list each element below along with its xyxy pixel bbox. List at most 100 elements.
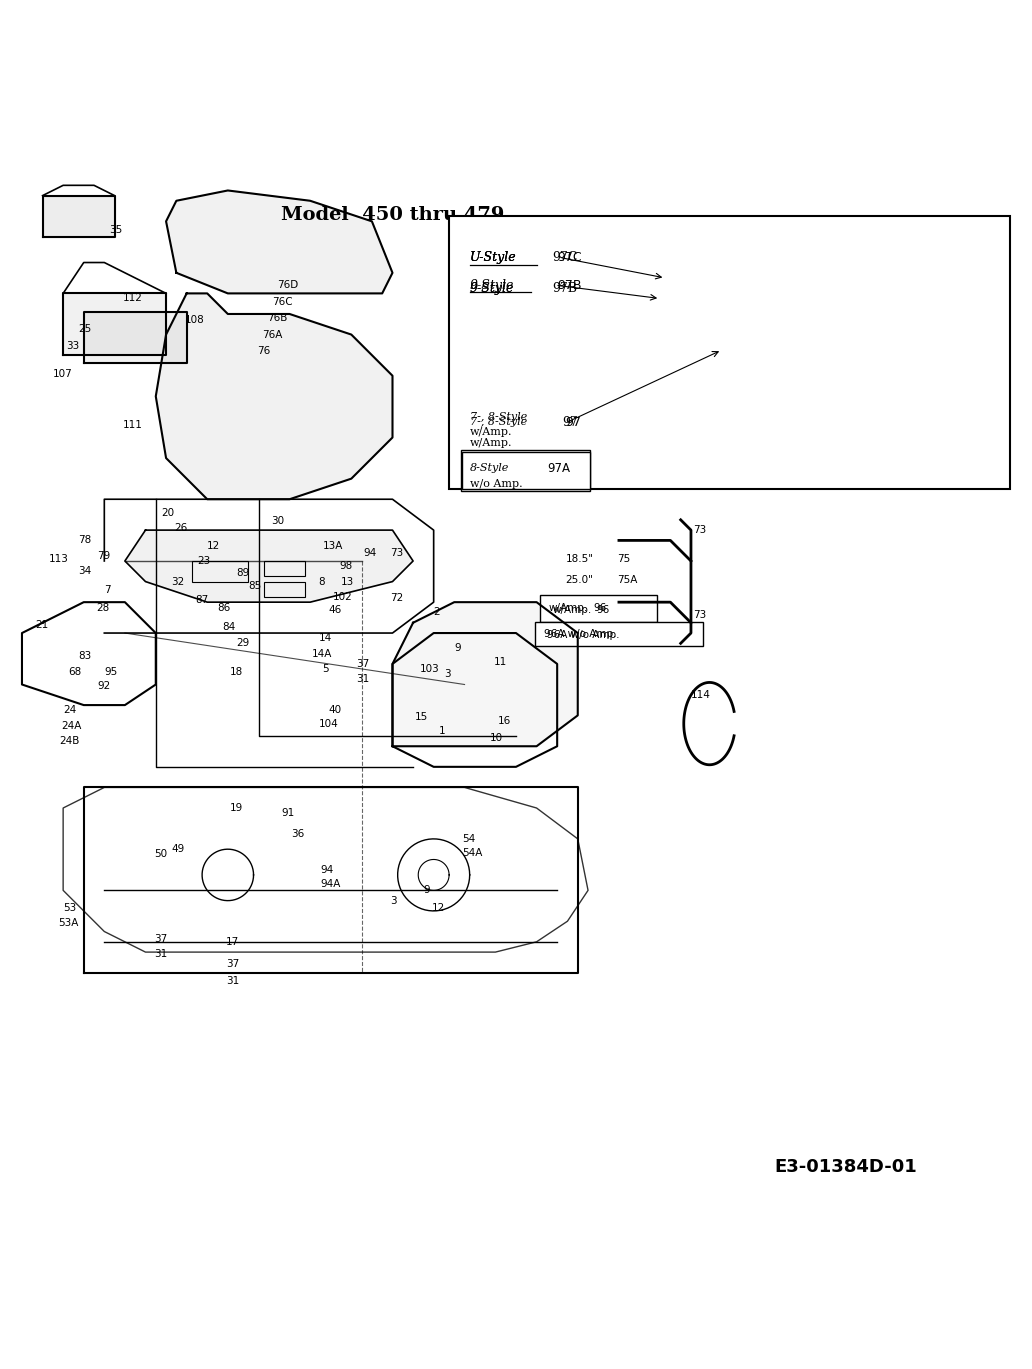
Polygon shape — [125, 530, 413, 602]
Text: w/Amp.: w/Amp. — [470, 438, 512, 448]
Text: 29: 29 — [236, 638, 250, 649]
Text: w/o Amp.: w/o Amp. — [470, 479, 522, 489]
Text: 24: 24 — [63, 705, 76, 715]
FancyBboxPatch shape — [462, 452, 590, 489]
Text: 97B: 97B — [557, 279, 582, 292]
Text: w/Amp.: w/Amp. — [549, 604, 588, 613]
Text: 97A: 97A — [542, 461, 567, 475]
Text: 9: 9 — [454, 643, 461, 653]
Text: 9-Style: 9-Style — [470, 282, 514, 294]
Text: 30: 30 — [271, 516, 284, 526]
Text: 97C: 97C — [552, 251, 577, 264]
Text: 97A: 97A — [547, 461, 570, 475]
Text: U-Style: U-Style — [470, 251, 516, 264]
Text: 25.0": 25.0" — [566, 575, 593, 585]
Text: 49: 49 — [171, 845, 185, 854]
Text: 9-Style: 9-Style — [470, 279, 514, 292]
Text: 76A: 76A — [262, 330, 282, 340]
Polygon shape — [42, 196, 115, 237]
Text: 112: 112 — [123, 293, 142, 303]
Text: 96: 96 — [596, 605, 610, 616]
Text: w/Amp.: w/Amp. — [553, 605, 592, 616]
Text: 13A: 13A — [323, 541, 343, 550]
Text: 84: 84 — [223, 622, 236, 632]
Text: 36: 36 — [292, 828, 304, 839]
Polygon shape — [166, 190, 392, 293]
Text: 14A: 14A — [313, 649, 332, 658]
Text: 25: 25 — [78, 324, 92, 334]
Text: 7-, 8-Style: 7-, 8-Style — [470, 412, 527, 422]
Text: 96A w/o Amp.: 96A w/o Amp. — [544, 630, 616, 639]
Text: 24B: 24B — [59, 737, 79, 746]
Text: 111: 111 — [123, 420, 142, 430]
Text: 28: 28 — [96, 604, 109, 613]
Text: 10: 10 — [490, 732, 504, 743]
Text: 96A w/o Amp.: 96A w/o Amp. — [547, 630, 619, 641]
Text: 73: 73 — [390, 548, 404, 557]
Text: 107: 107 — [53, 368, 72, 379]
Text: 76: 76 — [257, 346, 270, 356]
Text: 97C: 97C — [557, 251, 582, 264]
Text: 50: 50 — [154, 849, 167, 860]
Text: 24A: 24A — [61, 720, 82, 731]
Text: 16: 16 — [497, 716, 511, 726]
Text: 95: 95 — [104, 667, 118, 678]
Text: 21: 21 — [35, 620, 49, 630]
Text: 54A: 54A — [462, 849, 483, 858]
Text: 35: 35 — [109, 225, 123, 234]
Text: 79: 79 — [97, 550, 110, 561]
Text: 75: 75 — [617, 554, 631, 564]
Text: 97B: 97B — [552, 282, 577, 294]
Text: 89: 89 — [236, 568, 250, 578]
Text: 78: 78 — [78, 535, 92, 545]
Bar — [264, 561, 305, 576]
FancyBboxPatch shape — [449, 216, 1010, 489]
Text: 98: 98 — [338, 561, 352, 571]
Text: 9: 9 — [423, 886, 430, 895]
Text: 46: 46 — [328, 605, 342, 616]
Text: 37: 37 — [226, 960, 239, 969]
Text: 12: 12 — [431, 902, 445, 913]
Text: 32: 32 — [171, 576, 185, 586]
Text: U-Style: U-Style — [470, 251, 516, 264]
Polygon shape — [156, 293, 392, 500]
Text: 8: 8 — [319, 576, 325, 586]
FancyBboxPatch shape — [461, 450, 590, 491]
Text: 76C: 76C — [272, 297, 293, 307]
Text: 31: 31 — [154, 949, 167, 960]
Text: 97: 97 — [562, 416, 578, 428]
Text: 1: 1 — [439, 726, 446, 735]
Text: 2: 2 — [433, 608, 441, 617]
Text: 73: 73 — [694, 609, 706, 620]
Text: E3-01384D-01: E3-01384D-01 — [774, 1158, 916, 1176]
Text: 86: 86 — [218, 604, 231, 613]
Polygon shape — [63, 293, 166, 355]
Text: 104: 104 — [319, 719, 338, 728]
Text: 114: 114 — [691, 690, 711, 700]
Text: 94: 94 — [363, 548, 377, 557]
Text: 3: 3 — [390, 895, 397, 906]
Text: 20: 20 — [161, 508, 174, 517]
Text: 7-, 8-Style: 7-, 8-Style — [470, 418, 527, 427]
Text: 7: 7 — [104, 585, 110, 594]
Text: 72: 72 — [390, 593, 404, 604]
Text: 113: 113 — [49, 554, 68, 564]
Polygon shape — [392, 602, 578, 746]
Text: 12: 12 — [207, 541, 221, 550]
Text: 85: 85 — [249, 580, 262, 590]
Text: 37: 37 — [356, 658, 369, 669]
Text: 94: 94 — [321, 865, 333, 875]
Text: 18.5": 18.5" — [566, 554, 593, 564]
Text: 8-Style: 8-Style — [470, 463, 509, 474]
Text: 13: 13 — [341, 576, 354, 586]
Text: 34: 34 — [78, 567, 92, 576]
Text: w/o Amp.: w/o Amp. — [470, 479, 522, 489]
Text: 23: 23 — [197, 556, 211, 565]
Text: 75A: 75A — [617, 575, 637, 585]
Text: U-Style: U-Style — [470, 251, 516, 264]
Text: 96: 96 — [593, 604, 607, 613]
Text: 17: 17 — [226, 936, 239, 947]
Text: Model  450 thru 479: Model 450 thru 479 — [281, 205, 505, 225]
Text: 19: 19 — [230, 804, 244, 813]
Text: 11: 11 — [493, 657, 507, 667]
